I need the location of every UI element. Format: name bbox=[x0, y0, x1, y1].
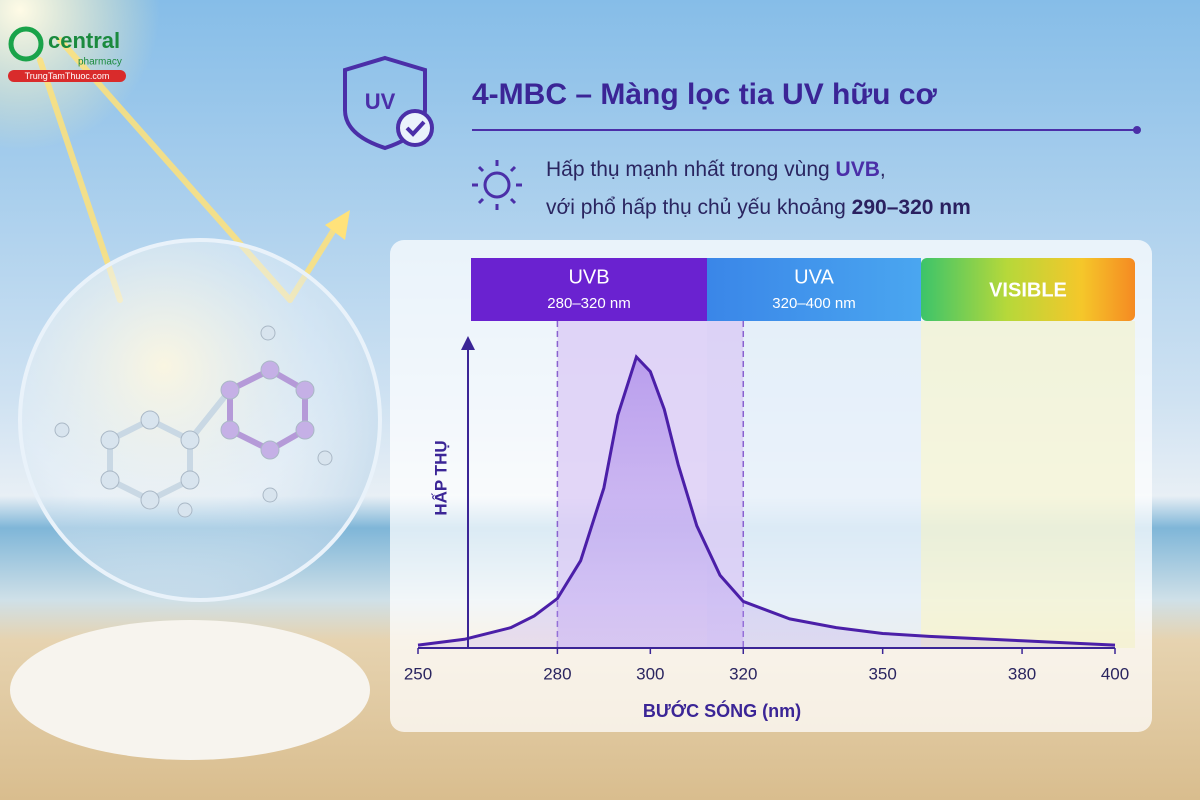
band-header bbox=[471, 258, 707, 321]
x-tick-label: 380 bbox=[1008, 664, 1036, 683]
band-name: VISIBLE bbox=[989, 279, 1067, 301]
emphasis: 290–320 nm bbox=[852, 196, 971, 219]
x-tick-label: 250 bbox=[404, 664, 432, 683]
text-run: , bbox=[880, 158, 886, 181]
logo-site: TrungTamThuoc.com bbox=[25, 71, 110, 81]
glass-sphere bbox=[18, 238, 382, 602]
subtitle-line2: với phổ hấp thụ chủ yếu khoảng 290–320 n… bbox=[546, 196, 971, 219]
logo-mark bbox=[8, 26, 44, 62]
logo: central pharmacy TrungTamThuoc.com bbox=[8, 26, 126, 82]
band-name: UVB bbox=[568, 266, 609, 288]
text-run: Hấp thụ mạnh nhất trong vùng bbox=[546, 158, 836, 181]
rule-dot bbox=[1133, 126, 1141, 134]
visible-region bbox=[921, 321, 1135, 648]
atoms bbox=[54, 325, 333, 518]
absorption-curve bbox=[417, 354, 1116, 647]
x-tick-label: 400 bbox=[1101, 664, 1129, 683]
y-axis-arrow bbox=[461, 336, 475, 350]
x-axis-label: BƯỚC SÓNG (nm) bbox=[643, 700, 801, 721]
band-header bbox=[921, 258, 1135, 321]
y-axis-label: HẤP THỤ bbox=[431, 440, 450, 515]
uv-badge: UV bbox=[343, 55, 434, 151]
title: 4-MBC – Màng lọc tia UV hữu cơ bbox=[472, 78, 937, 111]
logo-brand: central bbox=[48, 28, 120, 53]
band-header bbox=[707, 258, 921, 321]
band-name: UVA bbox=[794, 266, 834, 288]
badge-text: UV bbox=[365, 89, 396, 114]
x-tick-label: 300 bbox=[636, 664, 664, 683]
subtitle-line1: Hấp thụ mạnh nhất trong vùng UVB, bbox=[546, 158, 886, 181]
x-tick-label: 320 bbox=[729, 664, 757, 683]
emphasis: UVB bbox=[836, 158, 880, 181]
logo-sub: pharmacy bbox=[78, 57, 122, 68]
x-tick-label: 350 bbox=[868, 664, 896, 683]
ray-arrow bbox=[325, 210, 350, 240]
chart: UVB 280–320 nm UVA 320–400 nm VISIBLE 250 280 3… bbox=[404, 258, 1135, 721]
band-range: 280–320 nm bbox=[547, 295, 630, 312]
band-range: 320–400 nm bbox=[772, 295, 855, 312]
x-tick-label: 280 bbox=[543, 664, 571, 683]
sun-icon bbox=[472, 160, 522, 210]
logo-bar bbox=[8, 70, 126, 82]
curve-area bbox=[418, 357, 1115, 648]
text-run: với phổ hấp thụ chủ yếu khoảng bbox=[546, 196, 852, 219]
cream bbox=[10, 620, 370, 760]
